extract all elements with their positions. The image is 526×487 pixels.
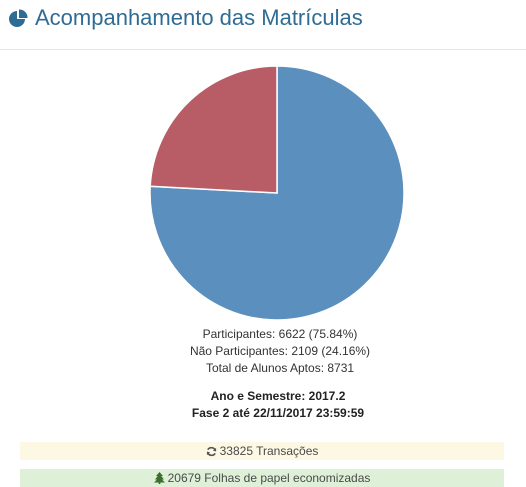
page-title: Acompanhamento das Matrículas bbox=[35, 5, 363, 30]
paper-saved-label: 20679 Folhas de papel economizadas bbox=[167, 471, 371, 485]
semester-label: Ano e Semestre: 2017.2 bbox=[210, 389, 346, 403]
transactions-banner: 33825 Transações bbox=[20, 442, 504, 460]
page-header: Acompanhamento das Matrículas bbox=[0, 0, 526, 50]
pie-chart-icon bbox=[8, 9, 28, 29]
total-aptos-stat: Total de Alunos Aptos: 8731 bbox=[205, 361, 355, 375]
pie-slice-n-o-participantes bbox=[149, 65, 278, 194]
refresh-icon bbox=[206, 446, 216, 457]
pie-slice-participantes bbox=[149, 65, 405, 321]
nao-participantes-stat: Não Participantes: 2109 (24.16%) bbox=[189, 344, 371, 358]
participantes-stat: Participantes: 6622 (75.84%) bbox=[202, 327, 358, 341]
phase-label: Fase 2 até 22/11/2017 23:59:59 bbox=[191, 406, 365, 420]
tree-icon bbox=[153, 472, 165, 484]
paper-saved-banner: 20679 Folhas de papel economizadas bbox=[20, 469, 504, 487]
enrollment-pie-chart bbox=[148, 64, 406, 322]
transactions-label: 33825 Transações bbox=[219, 444, 319, 458]
enrollment-stats: Participantes: 6622 (75.84%) Não Partici… bbox=[0, 326, 526, 377]
period-info: Ano e Semestre: 2017.2 Fase 2 até 22/11/… bbox=[0, 388, 526, 422]
